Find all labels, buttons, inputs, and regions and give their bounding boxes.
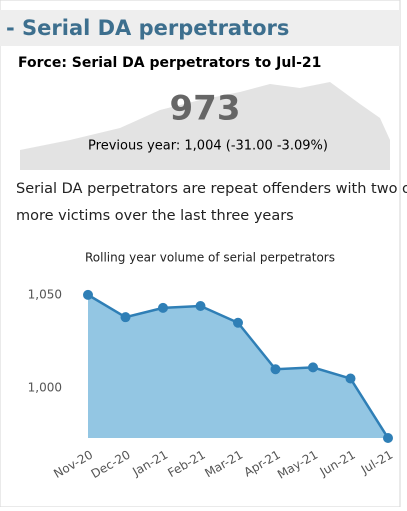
marker [345,373,356,384]
header-bar [0,10,400,46]
marker [233,317,243,328]
marker [158,302,168,313]
description-line: Serial DA perpetrators are repeat offend… [16,181,407,197]
kpi-sparkline [20,82,390,170]
kpi-value: 973 [170,89,241,129]
y-tick-label: 1,000 [28,380,62,394]
chart-title: Rolling year volume of serial perpetrato… [85,251,335,265]
marker [270,364,281,375]
marker [83,289,93,300]
description: Serial DA perpetrators are repeat offend… [16,181,407,224]
header-title: - Serial DA perpetrators [6,16,289,40]
marker [120,312,131,323]
marker [308,362,318,373]
y-tick-label: 1,050 [28,287,62,301]
description-line: more victims over the last three years [16,208,294,224]
kpi-comparison: Previous year: 1,004 (-31.00 -3.09%) [88,139,328,154]
marker [195,301,206,312]
marker [383,433,393,443]
header-subtitle: Force: Serial DA perpetrators to Jul-21 [18,55,321,71]
area [88,294,388,438]
